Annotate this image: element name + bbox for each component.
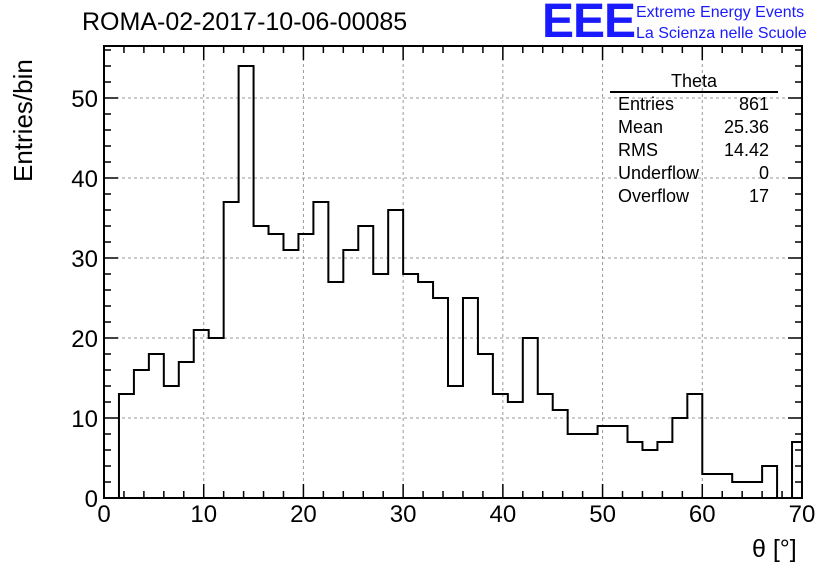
logo-line-1: Extreme Energy Events [636, 4, 805, 21]
stats-box: Theta Entries 861 Mean 25.36 RMS 14.42 U… [610, 71, 778, 208]
stats-value: 14.42 [723, 140, 769, 160]
stats-row-entries: Entries 861 [610, 93, 778, 116]
x-tick-label: 70 [789, 501, 816, 528]
x-tick-label: 60 [689, 501, 716, 528]
stats-value: 0 [758, 163, 769, 183]
x-tick-label: 20 [290, 501, 317, 528]
stats-row-overflow: Overflow 17 [610, 185, 778, 208]
stats-label: Entries [618, 94, 675, 114]
x-tick-label: 30 [390, 501, 417, 528]
axis-ticks [103, 46, 803, 499]
x-tick-label: 10 [190, 501, 217, 528]
y-tick-label: 10 [71, 406, 98, 433]
histogram-series [104, 65, 803, 499]
y-tick-label: 0 [85, 486, 98, 513]
stats-row-mean: Mean 25.36 [610, 116, 778, 139]
stats-value: 17 [748, 186, 769, 206]
x-tick-label: 50 [589, 501, 616, 528]
stats-row-underflow: Underflow 0 [610, 162, 778, 185]
tick-labels: 0 10 20 30 40 50 60 70 0 10 20 30 40 50 [71, 86, 815, 528]
x-axis-label: θ [°] [752, 535, 797, 563]
stats-value: 861 [738, 94, 769, 114]
x-tick-label: 0 [97, 501, 110, 528]
eee-logo: EEE [542, 0, 636, 48]
y-tick-label: 40 [71, 166, 98, 193]
stats-label: Underflow [618, 163, 700, 183]
y-tick-label: 20 [71, 326, 98, 353]
y-tick-label: 50 [71, 86, 98, 113]
stats-label: RMS [618, 140, 658, 160]
stats-value: 25.36 [723, 117, 769, 137]
stats-label: Overflow [618, 186, 690, 206]
chart-title: ROMA-02-2017-10-06-00085 [82, 8, 408, 36]
plot-frame [103, 45, 803, 499]
x-tick-label: 40 [490, 501, 517, 528]
stats-label: Mean [618, 117, 664, 137]
stats-row-rms: RMS 14.42 [610, 139, 778, 162]
logo-line-2: La Scienza nelle Scuole [636, 25, 807, 42]
y-axis-label: Entries/bin [8, 59, 38, 182]
y-tick-label: 30 [71, 246, 98, 273]
stats-title: Theta [610, 71, 778, 93]
